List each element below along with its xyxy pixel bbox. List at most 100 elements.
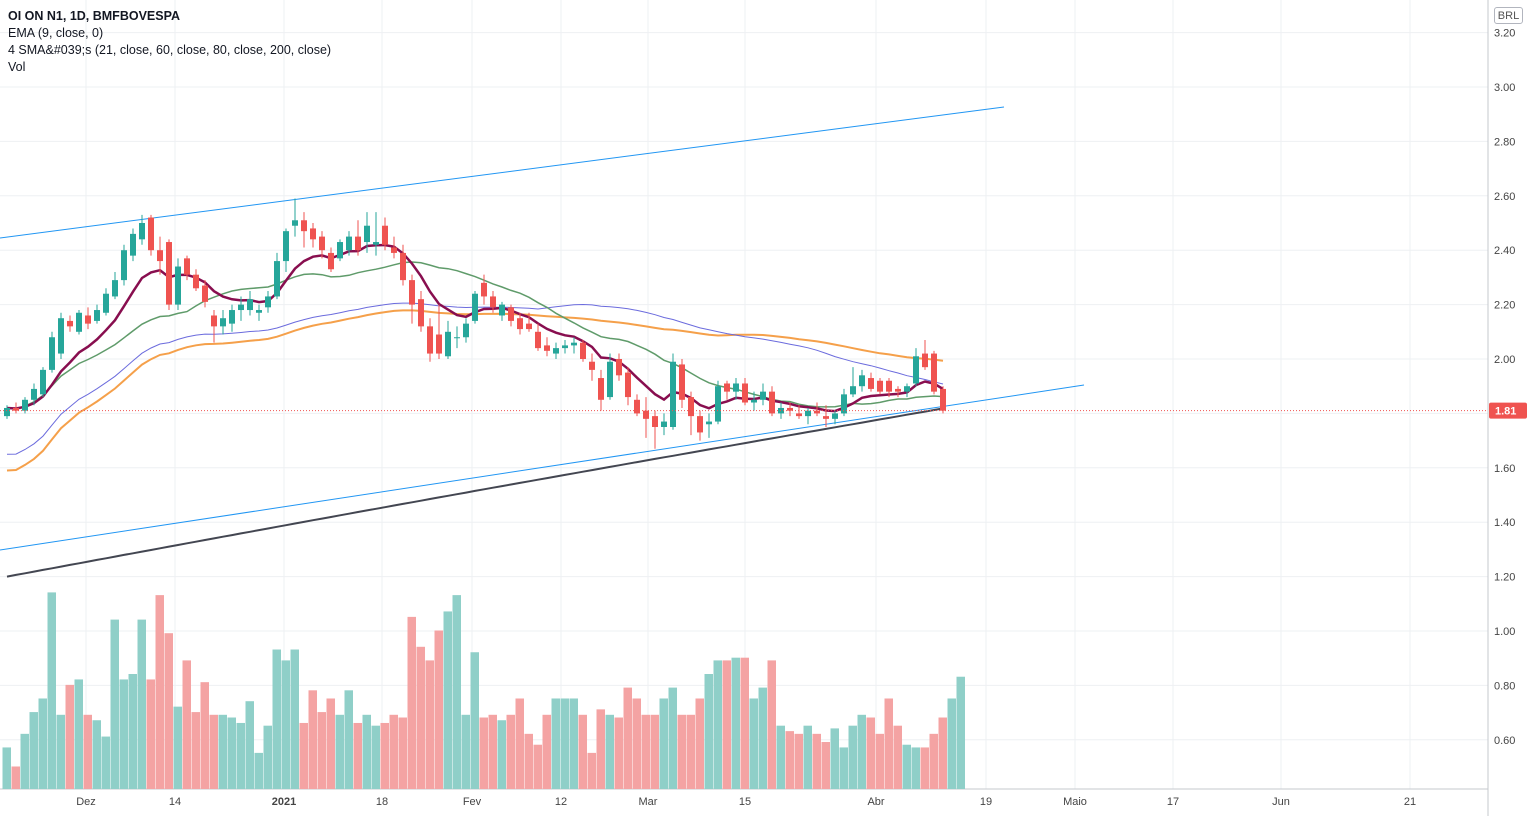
volume-bar bbox=[776, 725, 785, 789]
volume-bar bbox=[668, 687, 677, 789]
currency-button[interactable]: BRL bbox=[1494, 7, 1523, 24]
candle-body bbox=[814, 410, 820, 414]
candle-body bbox=[94, 310, 100, 321]
price-tick-label: 2.80 bbox=[1494, 136, 1515, 148]
candle-body bbox=[481, 282, 487, 297]
candle-body bbox=[652, 416, 658, 427]
candle-body bbox=[895, 388, 901, 392]
volume-bar bbox=[587, 752, 596, 789]
candle-body bbox=[571, 342, 577, 346]
candle-body bbox=[526, 323, 532, 330]
candle-body bbox=[166, 242, 172, 305]
volume-bar bbox=[659, 698, 668, 789]
volume-bar bbox=[884, 698, 893, 789]
price-tick-label: 1.40 bbox=[1494, 517, 1515, 529]
candle-body bbox=[598, 378, 604, 400]
volume-bar bbox=[551, 698, 560, 789]
candle-body bbox=[904, 386, 910, 392]
symbol-title[interactable]: OI ON N1, 1D, BMFBOVESPA bbox=[8, 9, 181, 23]
volume-bar bbox=[101, 736, 110, 789]
time-tick-label: Mar bbox=[639, 796, 658, 808]
time-tick-label: Fev bbox=[463, 796, 482, 808]
volume-bar bbox=[335, 714, 344, 789]
candle-body bbox=[76, 312, 82, 332]
volume-bar bbox=[182, 660, 191, 789]
sma-label[interactable]: 4 SMA&#039;s (21, close, 60, close, 80, … bbox=[8, 43, 332, 57]
candle-body bbox=[751, 399, 757, 403]
volume-bar bbox=[686, 714, 695, 789]
candle-body bbox=[841, 394, 847, 414]
candle-body bbox=[184, 258, 190, 275]
volume-bar bbox=[308, 690, 317, 789]
time-axis[interactable]: Dez 14 2021 18 Fev 12 Mar 15 Abr 19 Maio 17 Jun 21 bbox=[76, 796, 1416, 808]
volume-bar bbox=[497, 720, 506, 789]
ema9-line bbox=[6, 243, 944, 413]
volume-bar bbox=[380, 722, 389, 789]
candle-body bbox=[787, 407, 793, 411]
volume-bar bbox=[677, 714, 686, 789]
last-price-badge: 1.81 bbox=[1489, 402, 1527, 419]
volume-bar bbox=[569, 698, 578, 789]
candle-body bbox=[211, 315, 217, 327]
sma21-line bbox=[6, 261, 944, 411]
candle-body bbox=[238, 304, 244, 311]
price-tick-label: 2.20 bbox=[1494, 300, 1515, 312]
volume-bar bbox=[389, 714, 398, 789]
ema-label[interactable]: EMA (9, close, 0) bbox=[8, 26, 104, 40]
candle-body bbox=[103, 293, 109, 313]
volume-bar bbox=[794, 733, 803, 789]
volume-bar bbox=[830, 728, 839, 789]
volume-bar bbox=[479, 717, 488, 789]
candle-body bbox=[625, 372, 631, 398]
volume-bar bbox=[560, 698, 569, 789]
volume-bar bbox=[956, 676, 965, 789]
volume-bar bbox=[740, 657, 749, 789]
volume-bar bbox=[353, 722, 362, 789]
volume-bar bbox=[65, 684, 74, 789]
time-tick-label: Dez bbox=[76, 796, 96, 808]
volume-bar bbox=[758, 687, 767, 789]
candle-body bbox=[760, 391, 766, 400]
candle-body bbox=[355, 236, 361, 251]
price-tick-label: 0.60 bbox=[1494, 735, 1515, 747]
candle-body bbox=[229, 310, 235, 324]
candle-body bbox=[490, 296, 496, 308]
volume-bar bbox=[272, 649, 281, 789]
candle-body bbox=[301, 220, 307, 232]
volume-bar bbox=[920, 747, 929, 789]
candle-body bbox=[157, 250, 163, 262]
volume-bar bbox=[803, 725, 812, 789]
candle-body bbox=[427, 326, 433, 354]
volume-bar bbox=[128, 674, 137, 789]
price-axis[interactable]: 3.203.002.802.602.402.202.001.801.601.40… bbox=[1489, 28, 1527, 747]
candle-body bbox=[121, 250, 127, 281]
candle-body bbox=[274, 261, 280, 297]
volume-bar bbox=[29, 712, 38, 789]
candle-body bbox=[922, 353, 928, 368]
volume-bar bbox=[857, 714, 866, 789]
candle-body bbox=[535, 331, 541, 349]
candle-body bbox=[886, 380, 892, 392]
price-tick-label: 2.60 bbox=[1494, 191, 1515, 203]
vol-label[interactable]: Vol bbox=[8, 60, 26, 74]
candle-body bbox=[805, 410, 811, 417]
volume-bar bbox=[632, 698, 641, 789]
candle-body bbox=[850, 386, 856, 395]
last-price-badge-bg bbox=[1489, 402, 1527, 419]
candle-body bbox=[634, 399, 640, 414]
candle-body bbox=[292, 220, 298, 226]
candle-body bbox=[868, 378, 874, 389]
volume-bar bbox=[821, 742, 830, 789]
volume-bar bbox=[74, 679, 83, 789]
volume-bar bbox=[434, 630, 443, 789]
volume-bar bbox=[191, 712, 200, 789]
candle-body bbox=[517, 318, 523, 330]
candle-body bbox=[859, 375, 865, 387]
candle-body bbox=[193, 274, 199, 289]
volume-bar bbox=[155, 595, 164, 789]
candle-body bbox=[931, 353, 937, 392]
candle-body bbox=[175, 266, 181, 305]
candle-body bbox=[823, 416, 829, 419]
volume-bar bbox=[281, 660, 290, 789]
